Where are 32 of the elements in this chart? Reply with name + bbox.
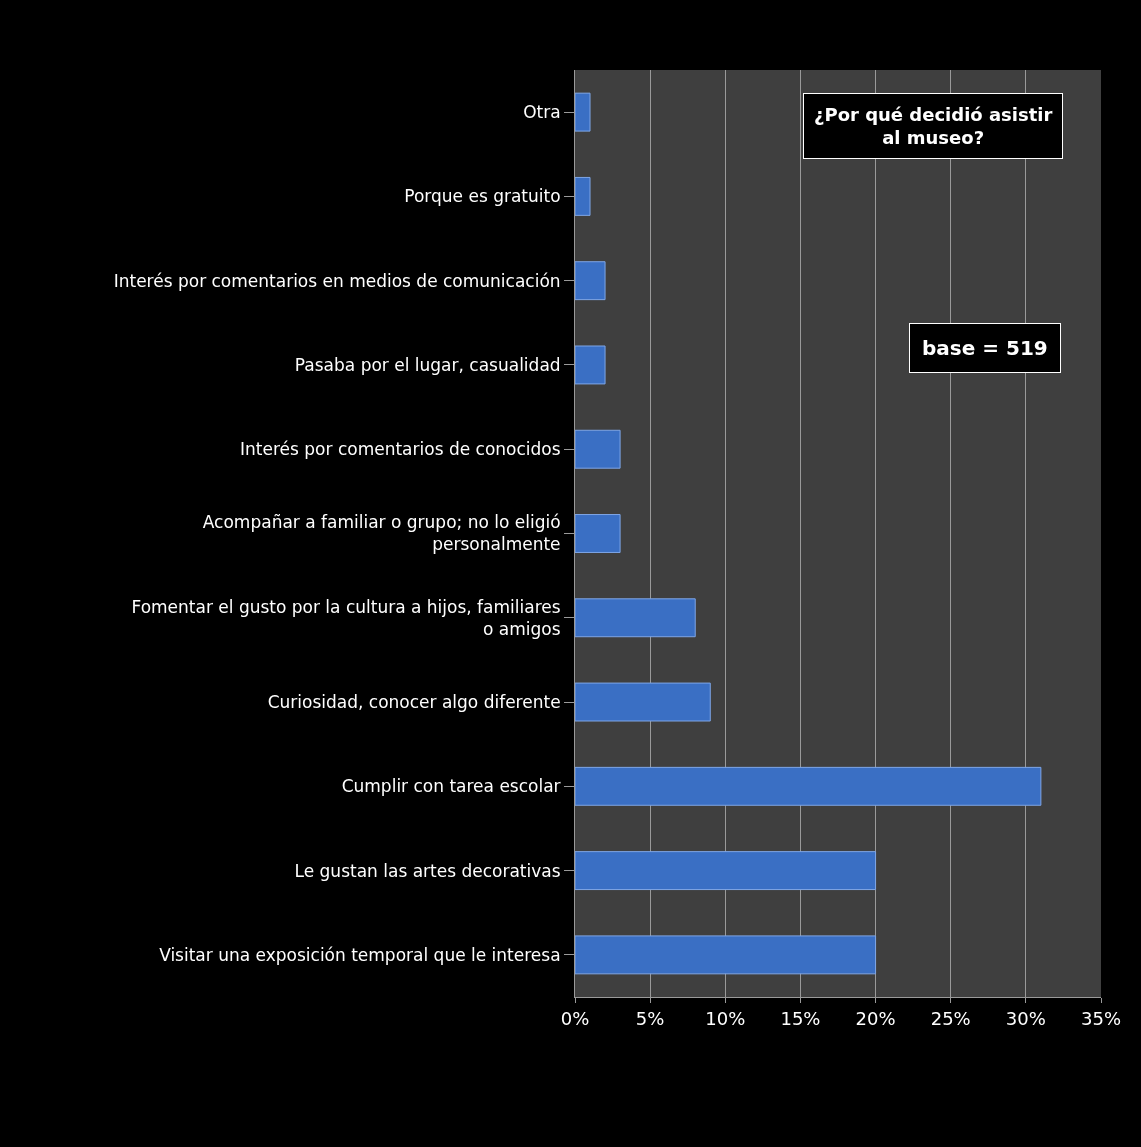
y-tick-label: Fomentar el gusto por la cultura a hijos, familiares o amigos <box>131 596 561 639</box>
bar <box>575 935 877 975</box>
x-tick-label: 0% <box>560 1007 590 1029</box>
x-tick-label: 5% <box>635 1007 665 1029</box>
bar <box>575 514 621 553</box>
y-tick-label: Le gustan las artes decorativas <box>294 860 561 881</box>
y-tick-label: Interés por comentarios de conocidos <box>240 439 561 460</box>
x-tick-label: 20% <box>855 1007 896 1029</box>
bar <box>575 851 877 891</box>
bar <box>575 176 591 216</box>
y-tick-label: Visitar una exposición temporal que le interesa <box>159 944 561 965</box>
x-tick-label: 25% <box>930 1007 971 1029</box>
bar <box>575 598 696 638</box>
bar <box>575 345 606 385</box>
bar <box>575 261 606 301</box>
y-tick-label: Acompañar a familiar o grupo; no lo eligió personalmente <box>202 512 561 555</box>
x-tick-label: 35% <box>1080 1007 1122 1029</box>
y-tick-label: Curiosidad, conocer algo diferente <box>267 692 561 712</box>
bar <box>575 682 711 722</box>
annotation: base = 519 <box>922 336 1048 360</box>
y-tick-label: Otra <box>523 102 561 123</box>
y-tick-label: Pasaba por el lugar, casualidad <box>294 354 561 375</box>
x-tick-label: 30% <box>1005 1007 1046 1029</box>
bar <box>575 429 621 469</box>
y-tick-label: Porque es gratuito <box>404 186 561 207</box>
text: ¿Por qué decidió asistir al museo? <box>814 104 1053 149</box>
y-tick-label: Interés por comentarios en medios de comunicación <box>113 270 561 291</box>
bar <box>575 92 591 132</box>
y-tick-label: Cumplir con tarea escolar <box>341 776 561 797</box>
x-tick-label: 15% <box>780 1007 821 1029</box>
bar <box>575 766 1042 806</box>
x-tick-label: 10% <box>705 1007 746 1029</box>
